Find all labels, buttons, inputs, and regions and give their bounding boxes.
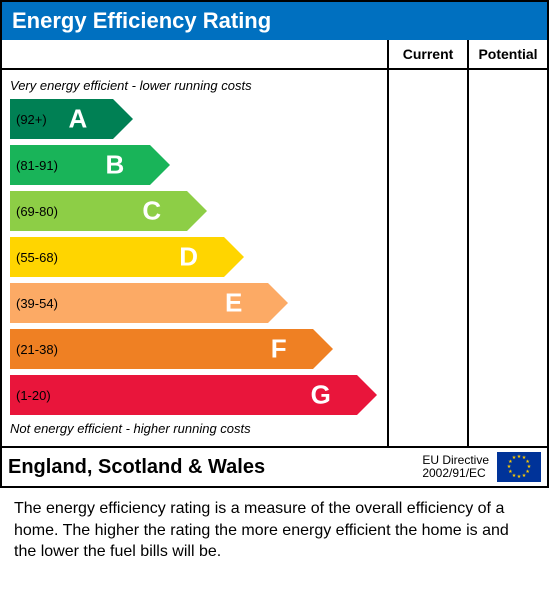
footer-region: England, Scotland & Wales [8, 456, 414, 479]
eu-star-icon: ★ [517, 474, 521, 480]
chart-column: Very energy efficient - lower running co… [2, 70, 387, 446]
card-title: Energy Efficiency Rating [2, 2, 547, 40]
rating-bar-c: (69-80) C [10, 191, 379, 231]
bar-arrow-icon [113, 99, 133, 139]
bar-letter-label: B [105, 150, 124, 181]
bar-range-label: (81-91) [10, 158, 58, 173]
bar-letter-label: C [142, 196, 161, 227]
rating-bar-f: (21-38) F [10, 329, 379, 369]
bar-letter-label: D [179, 242, 198, 273]
footer-directive: EU Directive 2002/91/EC [422, 454, 489, 480]
caption-top: Very energy efficient - lower running co… [10, 76, 379, 99]
bar-range-label: (21-38) [10, 342, 58, 357]
col-header-chart [2, 40, 387, 70]
bar-range-label: (92+) [10, 112, 47, 127]
eu-star-icon: ★ [522, 473, 526, 479]
epc-card: Energy Efficiency Rating Current Potenti… [0, 0, 549, 488]
bar-letter-label: A [69, 104, 88, 135]
bar-range-label: (55-68) [10, 250, 58, 265]
col-header-potential: Potential [467, 40, 547, 70]
bar-arrow-icon [313, 329, 333, 369]
bar-arrow-icon [268, 283, 288, 323]
bar-range-label: (1-20) [10, 388, 51, 403]
eu-star-icon: ★ [512, 455, 516, 461]
bar-body: (1-20) G [10, 375, 357, 415]
rating-bar-d: (55-68) D [10, 237, 379, 277]
bar-body: (55-68) D [10, 237, 224, 277]
bar-letter-label: E [225, 288, 242, 319]
bar-letter-label: G [311, 380, 331, 411]
bar-arrow-icon [187, 191, 207, 231]
potential-column [467, 70, 547, 446]
bar-body: (39-54) E [10, 283, 268, 323]
bar-letter-label: F [271, 334, 287, 365]
directive-line2: 2002/91/EC [422, 467, 489, 480]
description-text: The energy efficiency rating is a measur… [0, 488, 549, 577]
bar-body: (69-80) C [10, 191, 187, 231]
bar-range-label: (69-80) [10, 204, 58, 219]
bar-range-label: (39-54) [10, 296, 58, 311]
rating-grid: Current Potential Very energy efficient … [2, 40, 547, 446]
footer-row: England, Scotland & Wales EU Directive 2… [2, 446, 547, 486]
current-column [387, 70, 467, 446]
rating-bar-e: (39-54) E [10, 283, 379, 323]
eu-star-icon: ★ [517, 454, 521, 460]
col-header-current: Current [387, 40, 467, 70]
rating-bar-a: (92+) A [10, 99, 379, 139]
rating-bar-b: (81-91) B [10, 145, 379, 185]
bar-body: (21-38) F [10, 329, 313, 369]
bar-arrow-icon [224, 237, 244, 277]
bar-body: (92+) A [10, 99, 113, 139]
bar-arrow-icon [150, 145, 170, 185]
caption-bottom: Not energy efficient - higher running co… [10, 415, 379, 438]
bar-arrow-icon [357, 375, 377, 415]
rating-bars: (92+) A (81-91) B (69-80) C (55-68) D (39-54) E (2… [10, 99, 379, 415]
bar-body: (81-91) B [10, 145, 150, 185]
eu-flag-icon: ★★★★★★★★★★★★ [497, 452, 541, 482]
rating-bar-g: (1-20) G [10, 375, 379, 415]
